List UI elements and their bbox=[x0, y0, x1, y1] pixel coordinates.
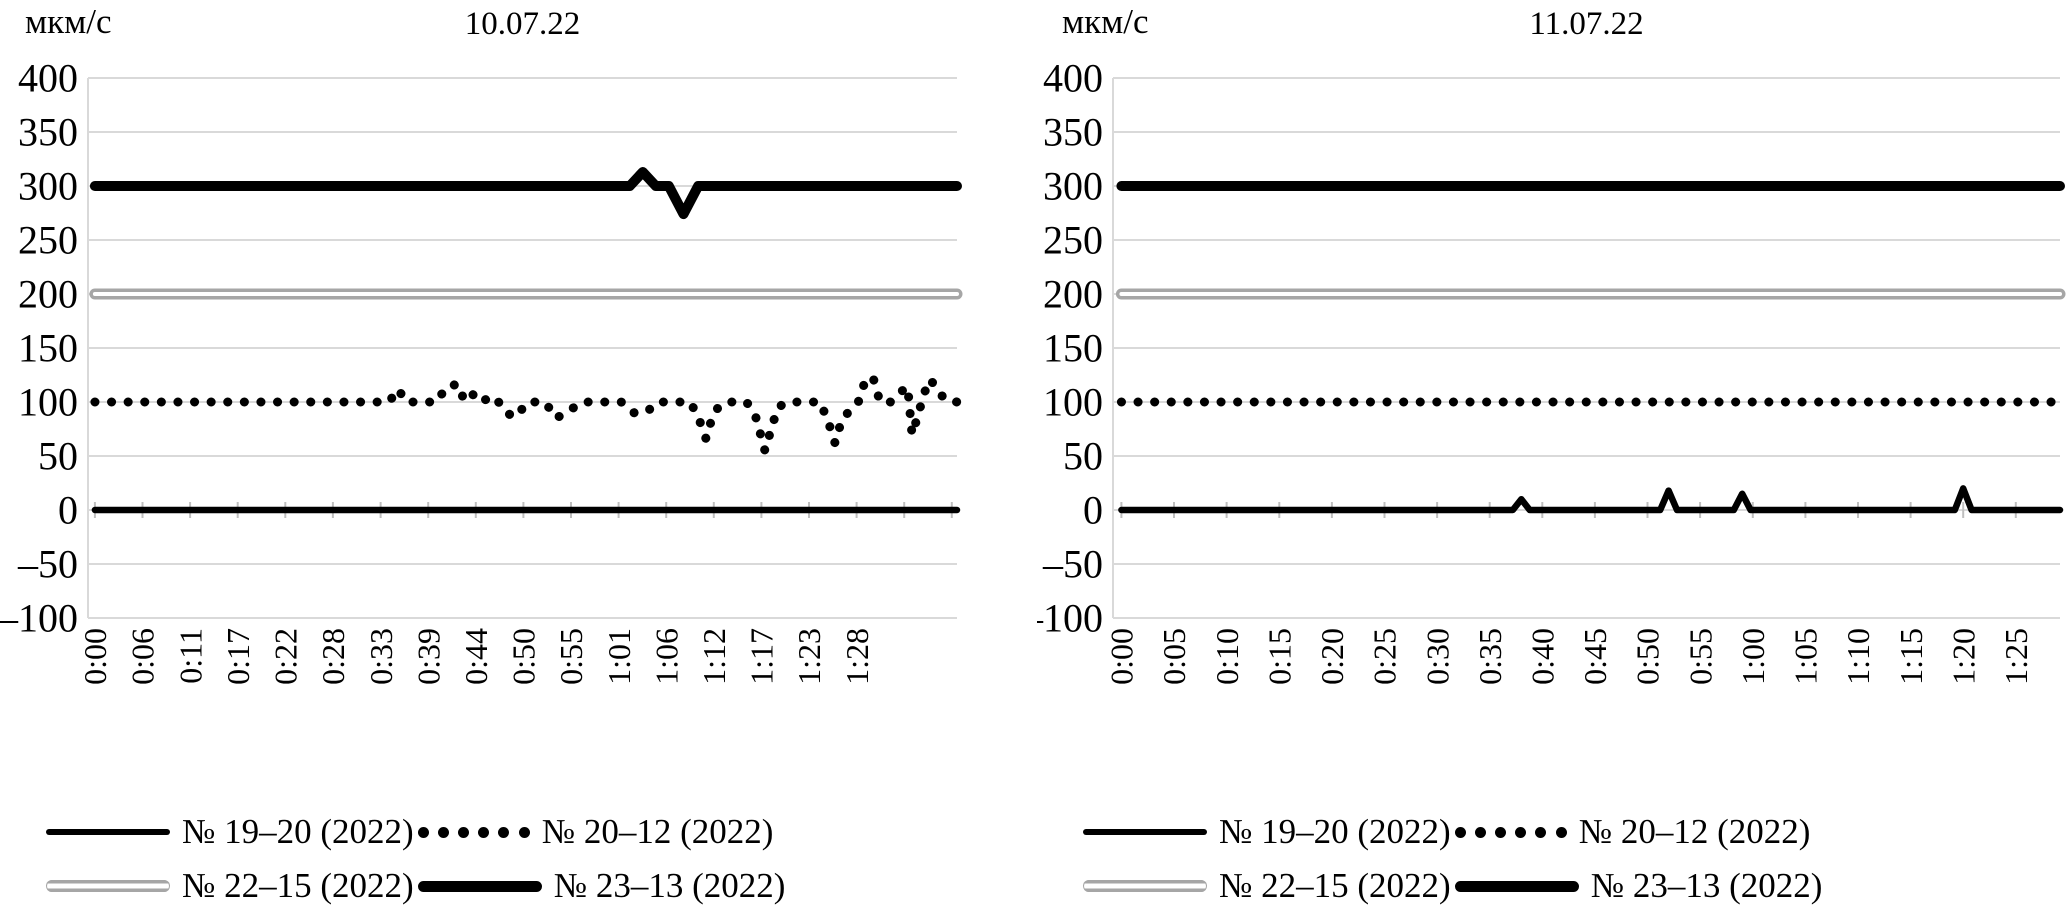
svg-text:250: 250 bbox=[18, 218, 78, 263]
svg-text:0: 0 bbox=[1083, 488, 1103, 533]
svg-text:0:10: 0:10 bbox=[1209, 628, 1245, 685]
svg-text:0:28: 0:28 bbox=[315, 628, 351, 685]
legend-dotted-line-sample-icon bbox=[1454, 826, 1567, 838]
svg-text:1:00: 1:00 bbox=[1735, 628, 1771, 685]
legend-dotted-line-sample-icon bbox=[417, 826, 530, 838]
legend-label: № 22–15 (2022) bbox=[182, 866, 414, 905]
svg-text:350: 350 bbox=[18, 110, 78, 155]
svg-text:0:50: 0:50 bbox=[1630, 628, 1666, 685]
svg-text:0:44: 0:44 bbox=[458, 628, 494, 685]
svg-text:1:01: 1:01 bbox=[601, 628, 637, 685]
chart-10-07-22: мкм/с 10.07.22 400 350 300 250 200 150 100 50 0 –… bbox=[0, 0, 1033, 918]
svg-text:0:06: 0:06 bbox=[125, 628, 161, 685]
svg-text:100: 100 bbox=[18, 380, 78, 425]
svg-text:0:33: 0:33 bbox=[363, 628, 399, 685]
svg-text:0:55: 0:55 bbox=[553, 628, 589, 685]
legend-gray-line-sample-icon bbox=[1083, 880, 1207, 892]
svg-text:1:20: 1:20 bbox=[1945, 628, 1981, 685]
svg-text:0:25: 0:25 bbox=[1367, 628, 1403, 685]
svg-text:1:06: 1:06 bbox=[648, 628, 684, 685]
svg-text:150: 150 bbox=[18, 326, 78, 371]
legend-row: № 19–20 (2022) № 20–12 (2022) bbox=[46, 806, 777, 858]
svg-text:50: 50 bbox=[38, 434, 78, 479]
svg-text:0: 0 bbox=[58, 488, 78, 533]
legend-label: № 20–12 (2022) bbox=[541, 812, 774, 851]
legend-label: № 23–13 (2022) bbox=[1590, 866, 1823, 905]
svg-text:0:17: 0:17 bbox=[220, 628, 256, 685]
svg-text:1:05: 1:05 bbox=[1788, 628, 1824, 685]
svg-text:0:00: 0:00 bbox=[1104, 628, 1140, 685]
svg-text:–100: –100 bbox=[1037, 596, 1103, 641]
svg-text:0:00: 0:00 bbox=[77, 628, 113, 685]
svg-text:0:22: 0:22 bbox=[268, 628, 304, 685]
svg-text:1:12: 1:12 bbox=[696, 628, 732, 685]
svg-text:1:10: 1:10 bbox=[1840, 628, 1876, 685]
legend-thin-line-sample-icon bbox=[46, 829, 170, 835]
legend-label: № 23–13 (2022) bbox=[553, 866, 786, 905]
legend-label: № 19–20 (2022) bbox=[1219, 812, 1451, 851]
chart-11-07-22: мкм/с 11.07.22 400 350 300 250 200 150 100 50 0 –… bbox=[1037, 0, 2067, 918]
y-axis-unit-label: мкм/с bbox=[25, 2, 112, 41]
svg-text:–100: –100 bbox=[0, 596, 78, 641]
svg-text:1:17: 1:17 bbox=[744, 628, 780, 685]
legend-label: № 22–15 (2022) bbox=[1219, 866, 1451, 905]
chart-title: 11.07.22 bbox=[1529, 6, 1644, 42]
legend-row: № 19–20 (2022) № 20–12 (2022) bbox=[1083, 806, 1814, 858]
svg-text:50: 50 bbox=[1063, 434, 1103, 479]
svg-text:400: 400 bbox=[1043, 56, 1103, 101]
svg-text:–50: –50 bbox=[17, 542, 78, 587]
svg-text:250: 250 bbox=[1043, 218, 1103, 263]
y-axis-unit-label: мкм/с bbox=[1062, 2, 1149, 41]
chart-title: 10.07.22 bbox=[464, 6, 581, 42]
svg-text:0:55: 0:55 bbox=[1682, 628, 1718, 685]
legend-label: № 19–20 (2022) bbox=[182, 812, 414, 851]
svg-text:200: 200 bbox=[18, 272, 78, 317]
svg-text:1:28: 1:28 bbox=[839, 628, 875, 685]
legend-thin-line-sample-icon bbox=[1083, 829, 1207, 835]
legend-gray-line-sample-icon bbox=[46, 880, 170, 892]
svg-text:0:39: 0:39 bbox=[410, 628, 446, 685]
legend-thick-line-sample-icon bbox=[417, 880, 542, 892]
svg-text:1:15: 1:15 bbox=[1893, 628, 1929, 685]
svg-text:0:30: 0:30 bbox=[1419, 628, 1455, 685]
legend-row: № 22–15 (2022) № 23–13 (2022) bbox=[46, 860, 789, 912]
svg-text:200: 200 bbox=[1043, 272, 1103, 317]
svg-text:350: 350 bbox=[1043, 110, 1103, 155]
legend-thick-line-sample-icon bbox=[1454, 880, 1579, 892]
svg-text:0:20: 0:20 bbox=[1314, 628, 1350, 685]
svg-text:–50: –50 bbox=[1042, 542, 1103, 587]
svg-text:400: 400 bbox=[18, 56, 78, 101]
svg-text:0:40: 0:40 bbox=[1525, 628, 1561, 685]
svg-text:1:25: 1:25 bbox=[1998, 628, 2034, 685]
legend-label: № 20–12 (2022) bbox=[1578, 812, 1811, 851]
svg-text:0:05: 0:05 bbox=[1156, 628, 1192, 685]
svg-text:0:11: 0:11 bbox=[172, 628, 208, 684]
svg-text:300: 300 bbox=[18, 164, 78, 209]
svg-text:150: 150 bbox=[1043, 326, 1103, 371]
svg-text:0:35: 0:35 bbox=[1472, 628, 1508, 685]
svg-text:300: 300 bbox=[1043, 164, 1103, 209]
svg-text:1:23: 1:23 bbox=[791, 628, 827, 685]
svg-text:0:15: 0:15 bbox=[1262, 628, 1298, 685]
svg-text:100: 100 bbox=[1043, 380, 1103, 425]
svg-text:0:45: 0:45 bbox=[1577, 628, 1613, 685]
svg-text:0:50: 0:50 bbox=[506, 628, 542, 685]
legend-row: № 22–15 (2022) № 23–13 (2022) bbox=[1083, 860, 1826, 912]
